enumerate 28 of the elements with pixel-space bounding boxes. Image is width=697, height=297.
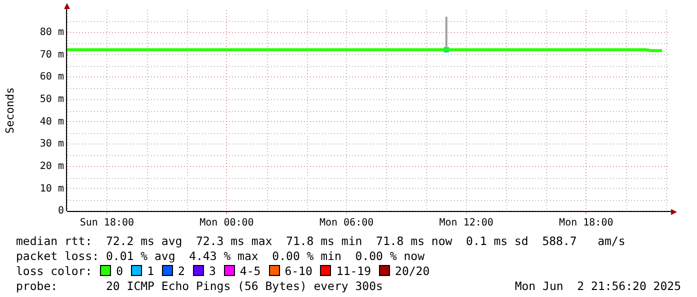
y-tick-label: 60 m (40, 72, 64, 83)
legend-label: 2 (178, 264, 185, 278)
y-tick-label: 50 m (40, 94, 64, 105)
y-tick-label: 70 m (40, 49, 64, 60)
y-tick-label: 20 m (40, 160, 64, 172)
x-tick-label: Mon 18:00 (559, 218, 614, 229)
legend-label: 20/20 (395, 264, 430, 278)
y-tick-label: 80 m (40, 26, 64, 38)
y-tick-label: 40 m (40, 116, 64, 128)
x-tick-label: Mon 12:00 (439, 218, 494, 229)
legend-title: loss color: (16, 264, 92, 278)
legend-label: 4-5 (240, 264, 261, 278)
y-axis-title: Seconds (3, 87, 16, 134)
x-tick-label: Sun 18:00 (80, 218, 134, 229)
legend-label: 0 (116, 264, 124, 278)
legend-label: 6-10 (284, 264, 312, 278)
legend-label: 1 (147, 264, 154, 278)
legend-label: 11-19 (336, 264, 372, 278)
y-tick-label: 30 m (40, 138, 64, 150)
y-tick-label: 0 (58, 206, 64, 217)
text: median rtt: 72.2 ms avg 72.3 ms max 71.8 ms min 71.8 ms now 0.1 ms sd 588.7 am/s (16, 234, 626, 248)
legend-label: 3 (208, 264, 216, 278)
x-tick-label: Mon 00:00 (200, 218, 254, 229)
x-tick-label: Mon 06:00 (319, 218, 374, 229)
text: packet loss: 0.01 % avg 4.43 % max 0.00 % min 0.00 % now (16, 249, 424, 263)
y-tick-label: 10 m (40, 183, 64, 194)
text: probe: 20 ICMP Echo Pings (56 Bytes) every 300s (16, 279, 383, 293)
text: Mon Jun 2 21:56:20 2025 (514, 279, 681, 293)
